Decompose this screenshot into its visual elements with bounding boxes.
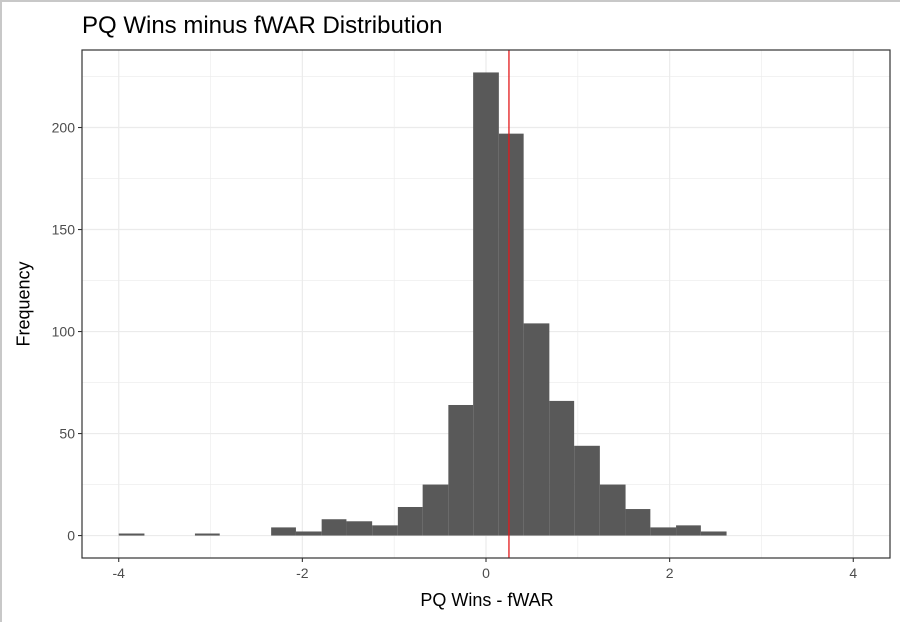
histogram-bar (397, 506, 423, 536)
histogram-bar (650, 527, 677, 536)
y-tick-label: 200 (52, 120, 76, 136)
histogram-bar (523, 323, 550, 536)
histogram-bars (118, 72, 727, 536)
x-axis-ticks: -4 -2 0 2 4 (113, 558, 857, 581)
y-tick-label: 50 (59, 426, 75, 442)
x-tick-label: -4 (113, 565, 126, 581)
histogram-bar (194, 533, 220, 536)
y-tick-label: 150 (52, 222, 76, 238)
histogram-bar (271, 527, 296, 536)
chart-title: PQ Wins minus fWAR Distribution (82, 12, 443, 39)
histogram-bar (676, 525, 701, 536)
x-tick-label: -2 (296, 565, 309, 581)
histogram-bar (625, 509, 651, 536)
histogram-bar (346, 521, 373, 536)
histogram-bar (118, 533, 145, 536)
y-axis-ticks: 0 50 100 150 200 (52, 120, 82, 544)
histogram-bar (700, 531, 727, 536)
x-tick-label: 2 (666, 565, 674, 581)
x-tick-label: 0 (482, 565, 490, 581)
histogram-bar (422, 484, 449, 536)
histogram-bar (473, 72, 499, 536)
histogram-bar (599, 484, 626, 536)
x-axis-label: PQ Wins - fWAR (420, 590, 554, 610)
histogram-bar (549, 400, 575, 536)
histogram-bar (498, 133, 524, 536)
histogram-bar (372, 525, 398, 536)
x-tick-label: 4 (849, 565, 857, 581)
histogram-bar (448, 404, 474, 536)
y-tick-label: 100 (52, 324, 76, 340)
histogram-bar (574, 445, 600, 536)
y-tick-label: 0 (67, 528, 75, 544)
histogram-bar (295, 531, 322, 536)
histogram-bar (321, 519, 347, 536)
